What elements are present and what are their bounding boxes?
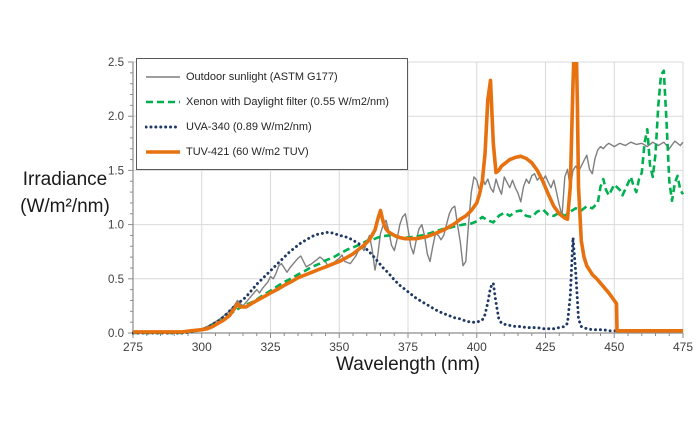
y-tick-label: 0.0 bbox=[108, 328, 124, 340]
y-tick-label: 2.0 bbox=[108, 111, 124, 123]
y-tick-label: 0.5 bbox=[108, 274, 124, 286]
legend-label: UVA-340 (0.89 W/m2/nm) bbox=[186, 120, 312, 133]
tuv-421-line-sample-icon bbox=[145, 147, 181, 157]
legend-label: Outdoor sunlight (ASTM G177) bbox=[186, 70, 338, 83]
xenon-line-sample-icon bbox=[145, 97, 181, 107]
legend-item-xenon-daylight-filter: Xenon with Daylight filter (0.55 W/m2/nm… bbox=[145, 96, 399, 108]
x-tick-label: 425 bbox=[535, 340, 555, 354]
x-tick-label: 400 bbox=[467, 340, 487, 354]
x-axis-title: Wavelength (nm) bbox=[336, 354, 480, 375]
series-tuv-421 bbox=[133, 62, 683, 334]
y-axis-title: Irradiance (W/m²/nm) bbox=[0, 166, 130, 220]
x-tick-label: 450 bbox=[604, 340, 624, 354]
x-tick-label: 325 bbox=[260, 340, 280, 354]
uva-340-line-sample-icon bbox=[144, 122, 182, 132]
y-axis-title-line2: (W/m²/nm) bbox=[20, 196, 110, 217]
x-tick-label: 300 bbox=[192, 340, 212, 354]
y-tick-label: 2.5 bbox=[108, 57, 124, 69]
y-axis-title-line1: Irradiance bbox=[22, 169, 108, 190]
outdoor-sunlight-line-sample-icon bbox=[145, 72, 181, 82]
legend-label: TUV-421 (60 W/m2 TUV) bbox=[186, 145, 309, 158]
series-xenon-daylight-filter bbox=[133, 69, 684, 335]
y-tick-label: 1.0 bbox=[108, 220, 124, 232]
legend-item-tuv-421: TUV-421 (60 W/m2 TUV) bbox=[145, 146, 399, 158]
legend-item-uva-340: UVA-340 (0.89 W/m2/nm) bbox=[144, 120, 399, 133]
x-tick-label: 350 bbox=[329, 340, 349, 354]
legend-item-outdoor-sunlight: Outdoor sunlight (ASTM G177) bbox=[145, 71, 399, 83]
x-tick-label: 375 bbox=[398, 340, 418, 354]
series-uva-340 bbox=[132, 230, 684, 335]
y-tick-label: 1.5 bbox=[108, 165, 124, 177]
x-tick-label: 275 bbox=[123, 340, 143, 354]
legend-label: Xenon with Daylight filter (0.55 W/m2/nm… bbox=[186, 95, 389, 108]
legend: Outdoor sunlight (ASTM G177) Xenon with … bbox=[136, 58, 408, 170]
x-tick-label: 475 bbox=[673, 340, 693, 354]
